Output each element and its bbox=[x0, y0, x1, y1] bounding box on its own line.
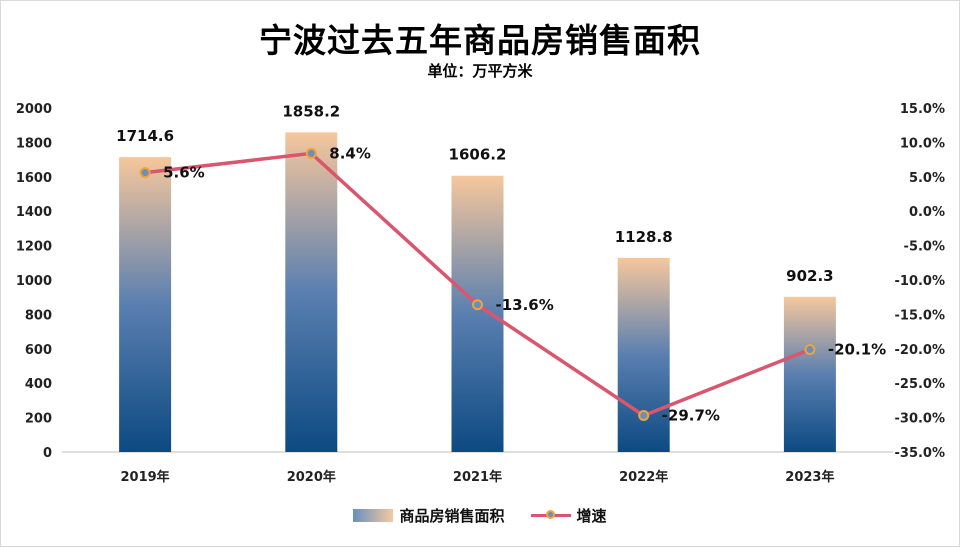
x-tick-label: 2021年 bbox=[453, 469, 502, 485]
legend-item-growth: 增速 bbox=[530, 505, 607, 526]
y-left-tick-label: 0 bbox=[43, 446, 52, 461]
bars bbox=[119, 132, 836, 453]
y-right-tick-label: -25.0% bbox=[895, 377, 946, 392]
y-right-tick-label: 15.0% bbox=[900, 102, 945, 117]
growth-marker bbox=[804, 343, 816, 355]
y-left-tick-label: 1200 bbox=[16, 240, 52, 255]
bar bbox=[783, 296, 836, 452]
y-left-tick-label: 2000 bbox=[16, 102, 52, 117]
growth-line bbox=[139, 147, 816, 422]
growth-marker bbox=[472, 299, 483, 311]
legend-label-growth: 增速 bbox=[576, 507, 607, 525]
growth-value-label: -13.6% bbox=[496, 296, 554, 314]
x-tick-label: 2020年 bbox=[287, 469, 336, 485]
legend: 商品房销售面积 增速 bbox=[0, 505, 960, 526]
data-labels: 1714.6 1858.2 1606.2 1128.8 902.3 5.6% 8.4% -13… bbox=[116, 102, 886, 424]
growth-value-label: 5.6% bbox=[163, 164, 205, 182]
y-left-tick-label: 800 bbox=[25, 308, 52, 323]
y-right-tick-label: -5.0% bbox=[904, 240, 945, 255]
y-right-tick-label: -15.0% bbox=[895, 308, 946, 323]
y-right-tick-label: 0.0% bbox=[909, 205, 945, 220]
legend-line-swatch bbox=[530, 509, 571, 522]
bar-value-label: 1128.8 bbox=[615, 228, 673, 246]
y-left-tick-label: 1000 bbox=[16, 274, 52, 289]
y-left-tick-label: 600 bbox=[25, 343, 52, 358]
axes: 0 200 400 600 800 1000 1200 1400 1600 1800 2000 -35… bbox=[16, 102, 945, 485]
y-left-tick-label: 1600 bbox=[16, 171, 52, 186]
y-right-tick-label: -35.0% bbox=[895, 446, 946, 461]
y-left-tick-label: 1400 bbox=[16, 205, 52, 220]
bar-value-label: 1714.6 bbox=[116, 127, 174, 145]
growth-marker bbox=[638, 410, 650, 422]
chart-title: 宁波过去五年商品房销售面积 bbox=[259, 21, 701, 60]
bar bbox=[119, 157, 172, 452]
x-tick-label: 2019年 bbox=[121, 469, 170, 485]
y-left-tick-label: 200 bbox=[25, 412, 52, 427]
y-left-tick-label: 1800 bbox=[16, 136, 52, 151]
x-tick-label: 2023年 bbox=[785, 469, 834, 485]
bar bbox=[451, 175, 504, 453]
bar bbox=[285, 132, 338, 453]
y-right-tick-label: -10.0% bbox=[895, 274, 946, 289]
legend-bar-swatch bbox=[353, 509, 394, 522]
bar-value-label: 902.3 bbox=[786, 267, 833, 285]
legend-label-area: 商品房销售面积 bbox=[399, 507, 505, 525]
y-right-tick-label: 5.0% bbox=[909, 171, 945, 186]
growth-value-label: -20.1% bbox=[828, 340, 886, 358]
bar-value-label: 1606.2 bbox=[449, 146, 507, 164]
growth-value-label: -29.7% bbox=[662, 407, 720, 425]
growth-marker bbox=[305, 147, 317, 159]
y-left-tick-label: 400 bbox=[25, 377, 52, 392]
bar-value-label: 1858.2 bbox=[282, 102, 340, 120]
y-right-tick-label: -30.0% bbox=[895, 412, 946, 427]
chart-subtitle: 单位：万平方米 bbox=[427, 62, 533, 80]
growth-marker bbox=[139, 167, 151, 179]
x-tick-label: 2022年 bbox=[619, 469, 668, 485]
growth-value-label: 8.4% bbox=[329, 144, 371, 162]
y-right-tick-label: -20.0% bbox=[895, 343, 946, 358]
y-right-tick-label: 10.0% bbox=[900, 136, 945, 151]
legend-item-area: 商品房销售面积 bbox=[353, 505, 505, 526]
